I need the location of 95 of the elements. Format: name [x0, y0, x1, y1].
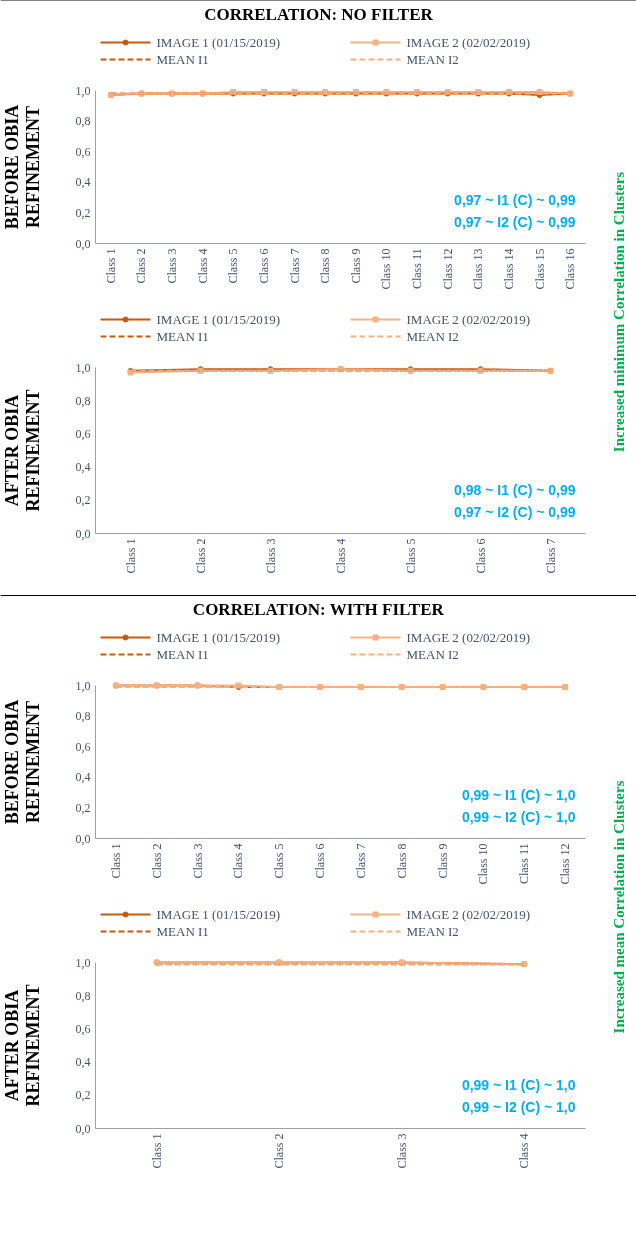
- y-tick-label: 0,4: [75, 1055, 91, 1070]
- annotation: 0,99 ~ I1 (C) ~ 1,0: [461, 1076, 576, 1093]
- x-tick-label: Class 3: [165, 248, 180, 284]
- y-tick-label: 0,2: [75, 493, 91, 508]
- x-tick-label: Class 2: [134, 248, 149, 284]
- x-tick-label: Class 9: [435, 843, 450, 879]
- y-axis-title: BEFORE OBIA REFINEMENT: [2, 699, 43, 825]
- y-axis-title: BEFORE OBIA REFINEMENT: [2, 104, 43, 230]
- x-tick-label: Class 6: [473, 538, 488, 574]
- legend-label: IMAGE 1 (01/15/2019): [156, 907, 280, 922]
- legend-label: IMAGE 2 (02/02/2019): [406, 312, 530, 327]
- x-tick-label: Class 13: [471, 248, 486, 290]
- legend-label: MEAN I2: [406, 647, 459, 662]
- y-tick-label: 0,2: [75, 205, 91, 220]
- annotation: 0,97 ~ I2 (C) ~ 0,99: [454, 503, 576, 520]
- legend-label: MEAN I2: [406, 52, 459, 67]
- y-tick-label: 0,2: [75, 800, 91, 815]
- text: Increased mean Correlation in Clusters: [610, 780, 627, 1034]
- x-tick-label: Class 14: [501, 248, 516, 290]
- y-tick-label: 1,0: [75, 955, 91, 970]
- x-tick-label: Class 3: [190, 843, 205, 879]
- y-axis-title: AFTER OBIA REFINEMENT: [2, 389, 43, 512]
- annotation: 0,97 ~ I1 (C) ~ 0,99: [454, 191, 576, 208]
- legend-label: MEAN I1: [156, 924, 209, 939]
- legend-label: MEAN I1: [156, 647, 209, 662]
- y-tick-label: 0,8: [75, 114, 91, 129]
- annotation: 0,97 ~ I2 (C) ~ 0,99: [454, 213, 576, 230]
- x-tick-label: Class 7: [287, 248, 302, 284]
- x-tick-label: Class 8: [318, 248, 333, 284]
- x-tick-label: Class 11: [517, 843, 532, 885]
- x-tick-label: Class 5: [226, 248, 241, 284]
- x-tick-label: Class 6: [256, 248, 271, 284]
- legend-label: IMAGE 1 (01/15/2019): [156, 312, 280, 327]
- y-tick-label: 0,6: [75, 739, 91, 754]
- x-tick-label: Class 16: [563, 248, 578, 290]
- x-tick-label: Class 3: [394, 1133, 409, 1169]
- x-tick-label: Class 7: [353, 843, 368, 879]
- y-tick-label: 0,4: [75, 460, 91, 475]
- legend-label: MEAN I2: [406, 924, 459, 939]
- y-axis-title: AFTER OBIA REFINEMENT: [2, 984, 43, 1107]
- x-tick-label: Class 12: [558, 843, 573, 885]
- legend-label: MEAN I1: [156, 329, 209, 344]
- x-tick-label: Class 1: [108, 843, 123, 879]
- annotation: 0,99 ~ I1 (C) ~ 1,0: [461, 786, 576, 803]
- x-tick-label: Class 6: [313, 843, 328, 879]
- annotation: 0,99 ~ I2 (C) ~ 1,0: [461, 1098, 576, 1115]
- x-tick-label: Class 4: [517, 1133, 532, 1169]
- legend-label: IMAGE 1 (01/15/2019): [156, 35, 280, 50]
- y-tick-label: 0,4: [75, 175, 91, 190]
- x-tick-label: Class 9: [348, 248, 363, 284]
- legend-label: IMAGE 2 (02/02/2019): [406, 630, 530, 645]
- legend-label: IMAGE 2 (02/02/2019): [406, 907, 530, 922]
- x-tick-label: Class 7: [543, 538, 558, 574]
- annotation: 0,99 ~ I2 (C) ~ 1,0: [461, 808, 576, 825]
- y-tick-label: 0,4: [75, 770, 91, 785]
- x-tick-label: Class 3: [263, 538, 278, 574]
- y-tick-label: 0,0: [75, 236, 91, 251]
- x-tick-label: Class 5: [272, 843, 287, 879]
- annotation: 0,98 ~ I1 (C) ~ 0,99: [454, 481, 576, 498]
- x-tick-label: Class 4: [231, 843, 246, 879]
- x-tick-label: Class 4: [195, 248, 210, 284]
- legend-label: MEAN I1: [156, 52, 209, 67]
- y-tick-label: 0,0: [75, 1121, 91, 1136]
- y-tick-label: 0,8: [75, 393, 91, 408]
- chart-title: CORRELATION: WITH FILTER: [192, 600, 445, 619]
- y-tick-label: 0,8: [75, 709, 91, 724]
- x-tick-label: Class 4: [333, 538, 348, 574]
- y-tick-label: 1,0: [75, 678, 91, 693]
- y-tick-label: 1,0: [75, 360, 91, 375]
- x-tick-label: Class 10: [379, 248, 394, 290]
- x-tick-label: Class 15: [532, 248, 547, 290]
- x-tick-label: Class 10: [476, 843, 491, 885]
- x-tick-label: Class 12: [440, 248, 455, 290]
- x-tick-label: Class 2: [149, 843, 164, 879]
- y-tick-label: 0,6: [75, 1021, 91, 1036]
- y-tick-label: 0,6: [75, 426, 91, 441]
- y-tick-label: 0,2: [75, 1088, 91, 1103]
- x-tick-label: Class 1: [149, 1133, 164, 1169]
- x-tick-label: Class 8: [394, 843, 409, 879]
- legend-label: IMAGE 1 (01/15/2019): [156, 630, 280, 645]
- legend-label: MEAN I2: [406, 329, 459, 344]
- x-tick-label: Class 1: [103, 248, 118, 284]
- y-tick-label: 0,0: [75, 526, 91, 541]
- y-tick-label: 1,0: [75, 83, 91, 98]
- x-tick-label: Class 2: [193, 538, 208, 574]
- y-tick-label: 0,0: [75, 831, 91, 846]
- x-tick-label: Class 1: [123, 538, 138, 574]
- x-tick-label: Class 2: [272, 1133, 287, 1169]
- y-tick-label: 0,6: [75, 144, 91, 159]
- legend-label: IMAGE 2 (02/02/2019): [406, 35, 530, 50]
- chart-title: CORRELATION: NO FILTER: [204, 5, 434, 24]
- x-tick-label: Class 5: [403, 538, 418, 574]
- x-tick-label: Class 11: [410, 248, 425, 290]
- y-tick-label: 0,8: [75, 988, 91, 1003]
- text: Increased minimum Correlation in Clusters: [610, 171, 627, 453]
